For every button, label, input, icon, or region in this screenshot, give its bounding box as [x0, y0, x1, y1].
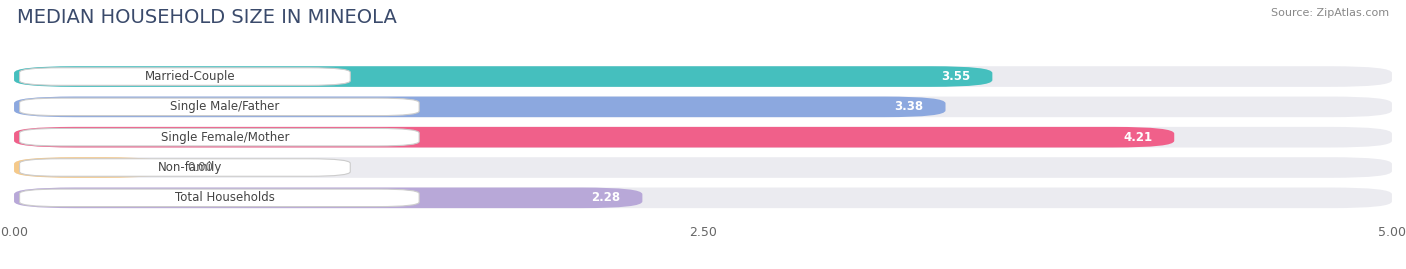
FancyBboxPatch shape — [20, 98, 419, 116]
FancyBboxPatch shape — [14, 187, 643, 208]
FancyBboxPatch shape — [20, 159, 350, 176]
FancyBboxPatch shape — [14, 187, 1392, 208]
FancyBboxPatch shape — [14, 97, 1392, 117]
Text: 2.28: 2.28 — [591, 191, 620, 204]
FancyBboxPatch shape — [14, 127, 1174, 147]
Text: 3.38: 3.38 — [894, 100, 924, 113]
Text: Source: ZipAtlas.com: Source: ZipAtlas.com — [1271, 8, 1389, 18]
FancyBboxPatch shape — [14, 66, 993, 87]
FancyBboxPatch shape — [20, 68, 350, 85]
Text: 4.21: 4.21 — [1123, 131, 1152, 144]
FancyBboxPatch shape — [14, 157, 1392, 178]
FancyBboxPatch shape — [14, 66, 1392, 87]
Text: Single Male/Father: Single Male/Father — [170, 100, 280, 113]
FancyBboxPatch shape — [20, 189, 419, 207]
FancyBboxPatch shape — [14, 157, 166, 178]
Text: Married-Couple: Married-Couple — [145, 70, 236, 83]
Text: 3.55: 3.55 — [941, 70, 970, 83]
Text: 0.00: 0.00 — [187, 161, 214, 174]
FancyBboxPatch shape — [20, 128, 419, 146]
FancyBboxPatch shape — [14, 127, 1392, 147]
Text: Total Households: Total Households — [174, 191, 274, 204]
Text: Non-family: Non-family — [159, 161, 222, 174]
FancyBboxPatch shape — [14, 97, 945, 117]
Text: MEDIAN HOUSEHOLD SIZE IN MINEOLA: MEDIAN HOUSEHOLD SIZE IN MINEOLA — [17, 8, 396, 27]
Text: Single Female/Mother: Single Female/Mother — [160, 131, 290, 144]
